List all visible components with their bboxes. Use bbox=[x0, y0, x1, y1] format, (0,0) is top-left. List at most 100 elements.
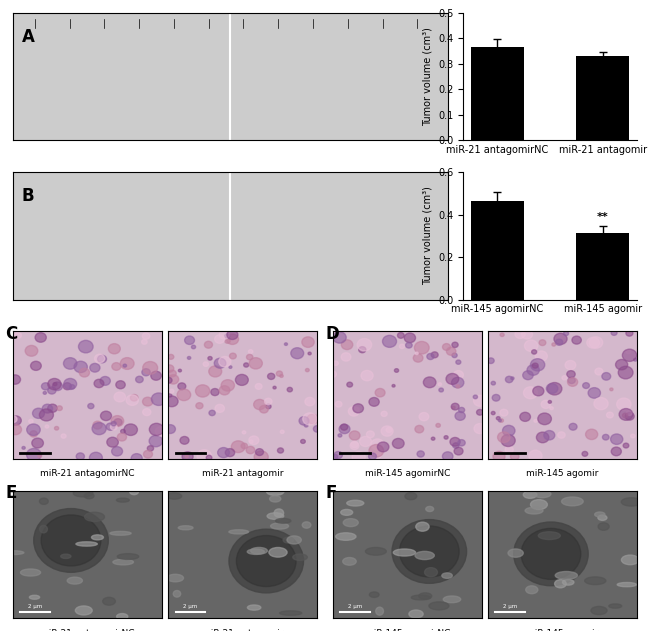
Circle shape bbox=[586, 429, 598, 440]
Circle shape bbox=[218, 447, 229, 457]
Circle shape bbox=[515, 330, 525, 338]
Bar bbox=[577, 56, 629, 140]
Circle shape bbox=[64, 358, 77, 369]
Ellipse shape bbox=[562, 579, 574, 585]
Text: miR-21 antagomirNC: miR-21 antagomirNC bbox=[40, 628, 135, 631]
Ellipse shape bbox=[76, 542, 98, 546]
Ellipse shape bbox=[429, 602, 449, 610]
Ellipse shape bbox=[335, 533, 356, 540]
Circle shape bbox=[431, 352, 438, 358]
Circle shape bbox=[610, 388, 613, 391]
Ellipse shape bbox=[598, 522, 609, 530]
Circle shape bbox=[276, 371, 283, 376]
Circle shape bbox=[544, 430, 555, 440]
Circle shape bbox=[626, 350, 630, 354]
Ellipse shape bbox=[411, 595, 430, 600]
Circle shape bbox=[392, 384, 395, 387]
Circle shape bbox=[308, 352, 311, 355]
Circle shape bbox=[476, 410, 483, 415]
Ellipse shape bbox=[269, 548, 287, 557]
Ellipse shape bbox=[103, 598, 116, 605]
Circle shape bbox=[547, 382, 562, 395]
Circle shape bbox=[611, 330, 617, 335]
Circle shape bbox=[259, 406, 268, 413]
Circle shape bbox=[291, 348, 304, 359]
Circle shape bbox=[114, 392, 125, 402]
Circle shape bbox=[538, 413, 551, 425]
Circle shape bbox=[64, 379, 77, 389]
Circle shape bbox=[177, 389, 190, 401]
Ellipse shape bbox=[409, 610, 423, 618]
Circle shape bbox=[142, 397, 153, 406]
Ellipse shape bbox=[618, 582, 636, 587]
Ellipse shape bbox=[266, 488, 284, 495]
Ellipse shape bbox=[229, 530, 249, 534]
Bar bbox=[471, 47, 524, 140]
Ellipse shape bbox=[525, 507, 543, 514]
Circle shape bbox=[144, 451, 153, 458]
Circle shape bbox=[452, 342, 458, 348]
Circle shape bbox=[534, 420, 538, 422]
Circle shape bbox=[521, 528, 580, 579]
Circle shape bbox=[268, 374, 275, 379]
Circle shape bbox=[617, 398, 631, 410]
Circle shape bbox=[351, 441, 358, 447]
Ellipse shape bbox=[424, 568, 437, 577]
Circle shape bbox=[565, 360, 576, 370]
Circle shape bbox=[568, 377, 575, 384]
Circle shape bbox=[547, 384, 558, 394]
Circle shape bbox=[94, 379, 104, 387]
Ellipse shape bbox=[346, 500, 364, 506]
Circle shape bbox=[116, 380, 125, 389]
Circle shape bbox=[587, 338, 599, 348]
Circle shape bbox=[120, 358, 134, 369]
Circle shape bbox=[229, 529, 304, 593]
Text: 2 μm: 2 μm bbox=[503, 604, 517, 609]
Circle shape bbox=[359, 437, 371, 447]
Circle shape bbox=[101, 411, 112, 421]
Circle shape bbox=[265, 398, 272, 404]
Circle shape bbox=[280, 430, 284, 433]
Circle shape bbox=[554, 333, 567, 345]
Circle shape bbox=[602, 372, 611, 380]
Circle shape bbox=[47, 387, 56, 394]
Circle shape bbox=[185, 455, 188, 458]
Circle shape bbox=[334, 451, 343, 459]
Circle shape bbox=[302, 337, 314, 347]
Circle shape bbox=[347, 382, 352, 387]
Circle shape bbox=[349, 431, 360, 440]
Circle shape bbox=[359, 346, 366, 353]
Text: F: F bbox=[325, 485, 337, 502]
Circle shape bbox=[523, 387, 538, 399]
Circle shape bbox=[244, 363, 249, 367]
Ellipse shape bbox=[376, 607, 384, 615]
Circle shape bbox=[180, 437, 189, 444]
Ellipse shape bbox=[292, 554, 307, 560]
Circle shape bbox=[448, 376, 460, 386]
Ellipse shape bbox=[393, 549, 415, 556]
Circle shape bbox=[121, 429, 125, 433]
Circle shape bbox=[107, 437, 118, 447]
Circle shape bbox=[415, 425, 424, 433]
Circle shape bbox=[381, 426, 393, 436]
Bar bbox=[577, 233, 629, 300]
Circle shape bbox=[226, 334, 239, 345]
Circle shape bbox=[367, 431, 374, 438]
Circle shape bbox=[278, 448, 283, 453]
Ellipse shape bbox=[29, 595, 40, 599]
Circle shape bbox=[523, 371, 533, 380]
Circle shape bbox=[111, 422, 116, 426]
Ellipse shape bbox=[554, 580, 566, 588]
Circle shape bbox=[501, 435, 515, 447]
Ellipse shape bbox=[369, 592, 379, 598]
Circle shape bbox=[111, 424, 117, 430]
Circle shape bbox=[149, 435, 162, 447]
Circle shape bbox=[339, 425, 350, 433]
Ellipse shape bbox=[274, 509, 283, 517]
Ellipse shape bbox=[443, 596, 461, 603]
Circle shape bbox=[241, 443, 248, 449]
Ellipse shape bbox=[267, 513, 284, 519]
Circle shape bbox=[70, 385, 75, 389]
Circle shape bbox=[248, 350, 253, 353]
Circle shape bbox=[285, 343, 287, 345]
